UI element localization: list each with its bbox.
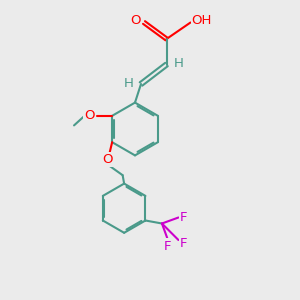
Text: O: O	[102, 153, 113, 166]
Text: H: H	[124, 77, 133, 90]
Text: O: O	[84, 109, 94, 122]
Text: O: O	[130, 14, 141, 27]
Text: F: F	[164, 239, 171, 253]
Text: F: F	[180, 211, 188, 224]
Text: H: H	[174, 57, 184, 70]
Text: F: F	[180, 237, 188, 250]
Text: OH: OH	[192, 14, 212, 27]
